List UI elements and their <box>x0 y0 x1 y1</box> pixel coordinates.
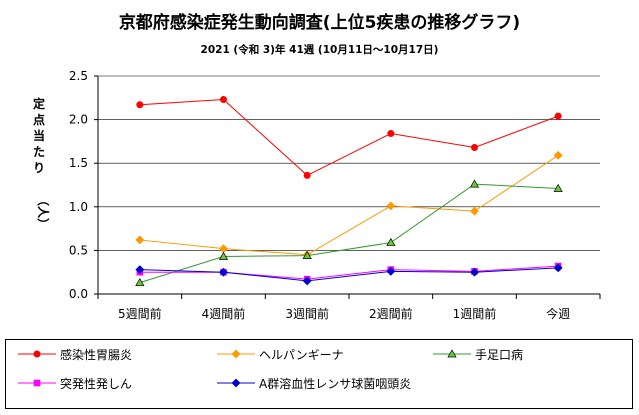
y-axis-label: た <box>33 145 45 159</box>
legend-swatch <box>217 378 255 388</box>
grid-lines <box>98 75 600 251</box>
data-point <box>219 244 228 254</box>
series-1 <box>135 150 563 260</box>
legend-label: ヘルパンギーナ <box>259 348 344 362</box>
legend-label: 感染性胃腸炎 <box>60 348 133 362</box>
series-line <box>139 183 559 284</box>
axes <box>94 75 601 299</box>
legend-marker <box>231 349 241 359</box>
series-4 <box>135 263 563 286</box>
legend-marker <box>33 379 41 387</box>
x-tick-label: 4週間前 <box>202 306 246 321</box>
data-point <box>553 150 563 160</box>
y-tick-label: 2.0 <box>69 113 88 127</box>
series-0 <box>136 96 562 179</box>
legend-swatch <box>433 349 471 358</box>
data-point <box>469 179 480 188</box>
x-tick-label: 3週間前 <box>285 306 329 321</box>
legend-swatch <box>18 350 56 358</box>
x-tick-label: 1週間前 <box>453 306 497 321</box>
data-point <box>471 144 478 152</box>
data-point <box>219 267 228 277</box>
chart-subtitle: 2021 (令和 3)年 41週 (10月11日〜10月17日) <box>200 44 439 56</box>
data-point <box>553 183 563 192</box>
legend-marker <box>447 349 457 358</box>
series-line <box>139 154 559 256</box>
legend-marker <box>33 350 41 358</box>
y-tick-label: 2.5 <box>69 69 88 83</box>
x-tick-label: 2週間前 <box>369 306 413 321</box>
line-chart: 0.0 0.5 1.0 1.5 2.0 2.5 5週間前 4週間前 3週間前 2週間前 1週間前 今週… <box>33 69 601 321</box>
y-axis-label: 定 <box>33 96 45 111</box>
data-point <box>387 130 395 138</box>
series-3 <box>136 262 562 283</box>
series-line <box>139 267 559 282</box>
y-tick-label: 0.0 <box>69 287 88 301</box>
y-tick-label: 0.5 <box>69 243 88 257</box>
series-line <box>139 265 559 280</box>
data-point <box>136 101 144 109</box>
data-point <box>218 251 229 260</box>
y-axis-label: 点 <box>33 112 45 127</box>
y-tick-label: 1.0 <box>69 200 88 214</box>
legend-swatch <box>18 379 56 387</box>
data-point <box>386 237 396 246</box>
chart-title: 京都府感染症発生動向調査(上位5疾患の推移グラフ) <box>118 13 521 33</box>
y-axis-label: 当 <box>33 128 45 143</box>
axis-labels: 0.0 0.5 1.0 1.5 2.0 2.5 5週間前 4週間前 3週間前 2週間前 1週間前 今週… <box>33 69 570 321</box>
data-point <box>135 265 145 275</box>
series-line <box>139 99 559 177</box>
legend-marker <box>231 378 241 388</box>
data-point <box>302 250 312 259</box>
legend-label: A群溶血性レンサ球菌咽頭炎 <box>259 377 412 391</box>
data-point <box>302 276 312 286</box>
legend-label: 手足口病 <box>475 348 524 362</box>
data-point <box>554 112 562 120</box>
series-lines <box>135 96 563 287</box>
data-point <box>135 277 145 287</box>
data-point <box>220 96 227 104</box>
series-2 <box>135 179 563 287</box>
data-point <box>553 263 563 273</box>
legend: 感染性胃腸炎 ヘルパンギーナ 手足口病突発性発しん A群溶血性レンサ球菌咽頭炎 <box>5 339 633 409</box>
x-tick-label: 今週 <box>546 306 570 321</box>
legend-swatch <box>217 349 255 359</box>
legend-label: 突発性発しん <box>60 377 133 391</box>
data-point <box>470 267 479 277</box>
data-point <box>303 171 311 179</box>
y-axis-label: （人） <box>36 194 51 230</box>
data-point <box>386 266 396 276</box>
data-point <box>470 206 479 216</box>
y-axis-label: り <box>33 161 45 175</box>
data-point <box>135 235 145 245</box>
data-point <box>386 201 396 211</box>
y-tick-label: 1.5 <box>69 156 88 170</box>
x-tick-label: 5週間前 <box>118 306 162 321</box>
